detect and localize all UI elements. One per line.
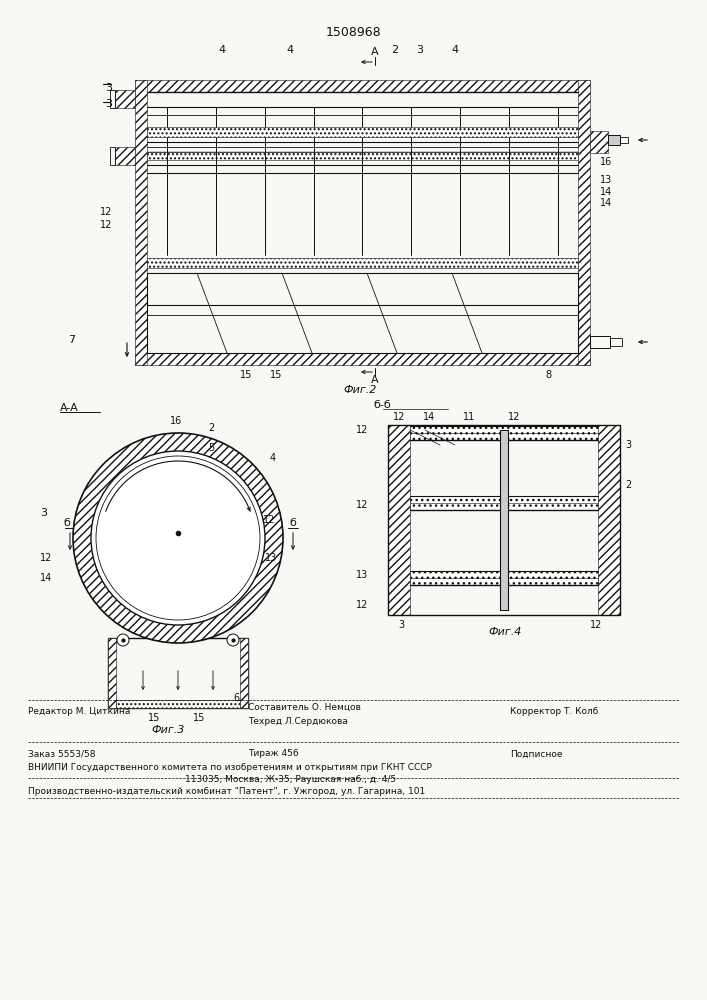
- Text: 3: 3: [416, 45, 423, 55]
- Text: 3: 3: [105, 99, 112, 109]
- Text: 12: 12: [356, 425, 368, 435]
- Text: Фиг.3: Фиг.3: [151, 725, 185, 735]
- Bar: [115, 90, 135, 108]
- Text: 1508968: 1508968: [325, 25, 381, 38]
- Text: б-б: б-б: [373, 400, 391, 410]
- Bar: [608, 135, 620, 145]
- Text: 8: 8: [545, 370, 551, 380]
- Text: 11: 11: [463, 412, 475, 422]
- Text: 12: 12: [590, 620, 602, 630]
- Bar: [135, 353, 590, 365]
- Text: A: A: [371, 375, 379, 385]
- Bar: [108, 638, 116, 708]
- Text: Фиг.2: Фиг.2: [344, 385, 377, 395]
- Text: 2: 2: [392, 45, 399, 55]
- Text: 4: 4: [270, 453, 276, 463]
- Text: A-A: A-A: [60, 403, 78, 413]
- Text: Редактор М. Циткина: Редактор М. Циткина: [28, 708, 130, 716]
- Text: 12: 12: [508, 412, 520, 422]
- Bar: [598, 425, 620, 615]
- Bar: [135, 80, 147, 365]
- Bar: [500, 430, 508, 610]
- Text: 6: 6: [233, 693, 239, 703]
- Text: Фиг.4: Фиг.4: [489, 627, 522, 637]
- Bar: [108, 638, 248, 708]
- Bar: [147, 273, 578, 353]
- Text: 3: 3: [625, 440, 631, 450]
- Bar: [116, 700, 240, 708]
- Text: Техред Л.Сердюкова: Техред Л.Сердюкова: [248, 718, 348, 726]
- Bar: [620, 137, 628, 143]
- Bar: [115, 147, 135, 165]
- Text: 3: 3: [40, 508, 47, 518]
- Text: 13: 13: [600, 175, 612, 185]
- Text: 2: 2: [208, 423, 214, 433]
- Text: 4: 4: [218, 45, 226, 55]
- Bar: [590, 336, 610, 348]
- Text: 12: 12: [263, 515, 275, 525]
- Bar: [388, 425, 410, 615]
- Text: Корректор Т. Колб: Корректор Т. Колб: [510, 708, 598, 716]
- Text: 14: 14: [40, 573, 52, 583]
- Circle shape: [227, 634, 239, 646]
- Text: 15: 15: [148, 713, 160, 723]
- Bar: [110, 90, 115, 108]
- Text: 15: 15: [270, 370, 282, 380]
- Text: Тираж 456: Тираж 456: [248, 750, 298, 758]
- Text: 15: 15: [240, 370, 252, 380]
- Bar: [110, 147, 115, 165]
- Text: 12: 12: [40, 553, 52, 563]
- Text: 4: 4: [452, 45, 459, 55]
- Bar: [610, 338, 622, 346]
- Bar: [135, 80, 590, 92]
- Text: б: б: [63, 518, 70, 528]
- Bar: [388, 425, 620, 615]
- Text: Производственно-издательский комбинат "Патент", г. Ужгород, ул. Гагарина, 101: Производственно-издательский комбинат "П…: [28, 788, 425, 796]
- Text: 12: 12: [356, 500, 368, 510]
- Text: б: б: [289, 518, 296, 528]
- Text: 13: 13: [356, 570, 368, 580]
- Text: 13: 13: [265, 553, 277, 563]
- Text: Подписное: Подписное: [510, 750, 563, 758]
- Bar: [410, 426, 598, 440]
- Bar: [147, 152, 578, 160]
- Text: 12: 12: [356, 600, 368, 610]
- Bar: [410, 496, 598, 510]
- Bar: [163, 546, 193, 556]
- Text: Составитель О. Немцов: Составитель О. Немцов: [248, 702, 361, 712]
- Text: 5: 5: [208, 443, 214, 453]
- Text: 4: 4: [286, 45, 293, 55]
- Bar: [590, 131, 608, 153]
- Text: 12: 12: [393, 412, 405, 422]
- Text: 14: 14: [600, 198, 612, 208]
- Text: 3: 3: [105, 83, 112, 93]
- Text: 16: 16: [600, 157, 612, 167]
- Bar: [578, 80, 590, 365]
- Text: ВНИИПИ Государственного комитета по изобретениям и открытиям при ГКНТ СССР: ВНИИПИ Государственного комитета по изоб…: [28, 762, 432, 772]
- Text: 12: 12: [100, 220, 112, 230]
- Text: 113035, Москва, Ж-35, Раушская наб., д. 4/5: 113035, Москва, Ж-35, Раушская наб., д. …: [185, 776, 396, 784]
- Circle shape: [73, 433, 283, 643]
- Text: 3: 3: [398, 620, 404, 630]
- Text: A: A: [371, 47, 379, 57]
- Bar: [147, 258, 578, 268]
- Text: 14: 14: [423, 412, 436, 422]
- Text: 7: 7: [68, 335, 75, 345]
- Circle shape: [91, 451, 265, 625]
- Text: 14: 14: [600, 187, 612, 197]
- Text: 12: 12: [100, 207, 112, 217]
- Text: Заказ 5553/58: Заказ 5553/58: [28, 750, 95, 758]
- Text: 2: 2: [625, 480, 631, 490]
- Bar: [240, 638, 248, 708]
- Bar: [410, 571, 598, 585]
- Bar: [147, 127, 578, 137]
- Text: 15: 15: [193, 713, 205, 723]
- Text: 16: 16: [170, 416, 182, 426]
- Circle shape: [117, 634, 129, 646]
